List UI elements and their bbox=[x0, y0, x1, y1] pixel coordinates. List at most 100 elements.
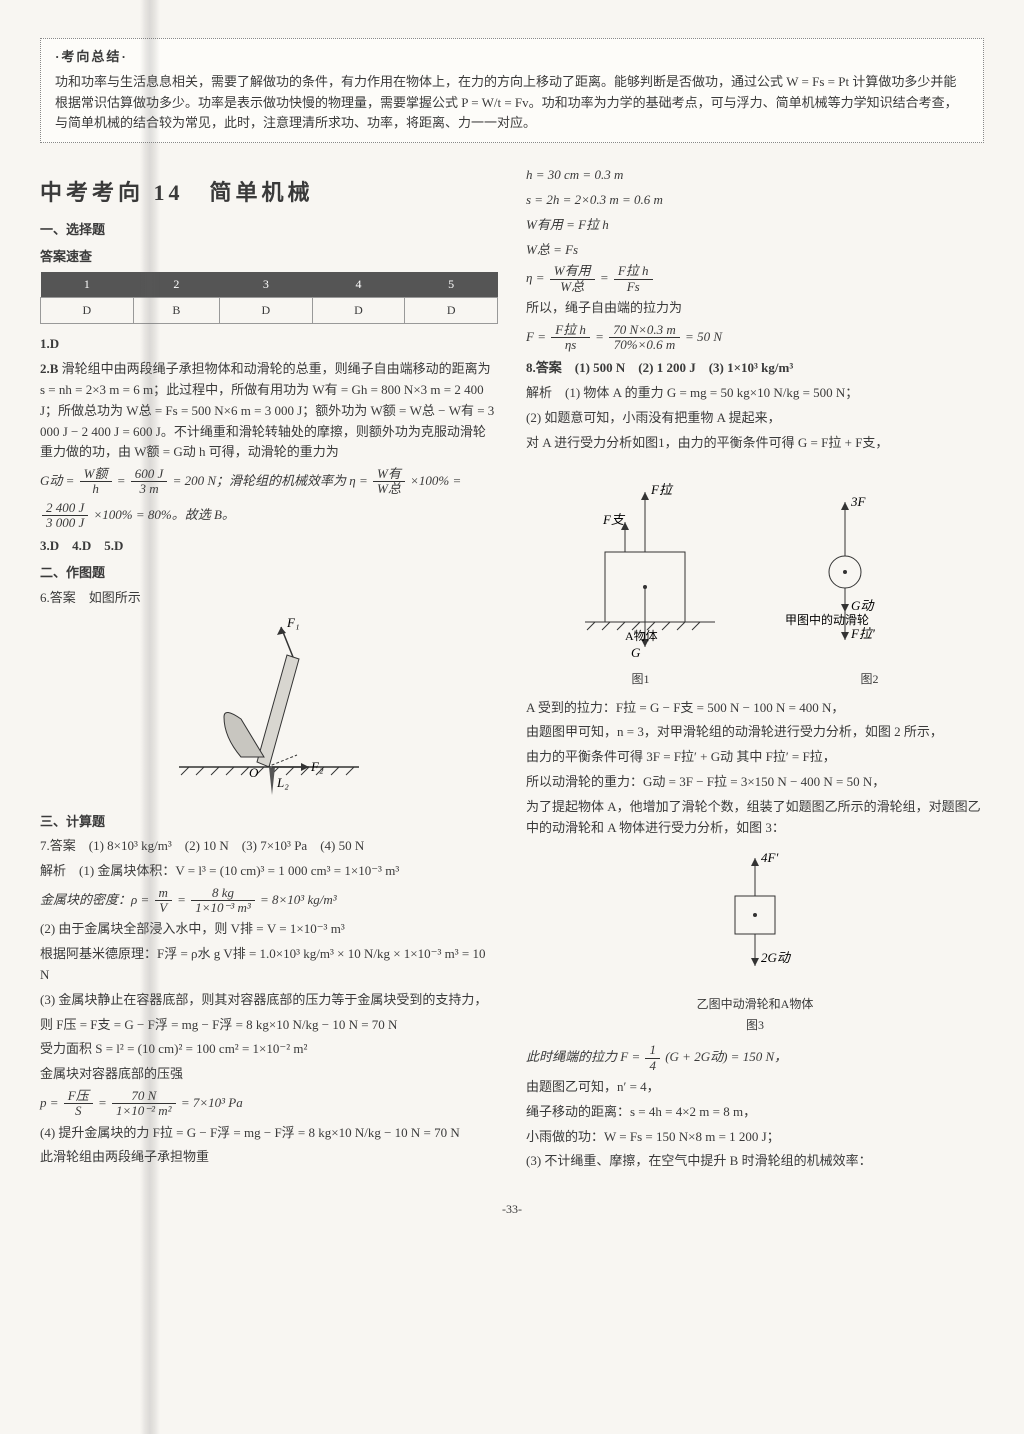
q1-label: 1.D bbox=[40, 334, 498, 355]
q7-l5: 则 F压 = F支 = G − F浮 = mg − F浮 = 8 kg×10 N… bbox=[40, 1015, 498, 1036]
sec2-hdr: 二、作图题 bbox=[40, 563, 498, 584]
q8-l8: 为了提起物体 A，他增加了滑轮个数，组装了如题图乙所示的滑轮组，对题图乙中的动滑… bbox=[526, 797, 984, 839]
frac-den: 1×10⁻² m² bbox=[112, 1104, 176, 1118]
q8-l12: 小雨做的功：W = Fs = 150 N×8 m = 1 200 J； bbox=[526, 1127, 984, 1148]
td5: D bbox=[405, 298, 498, 324]
fig1-Fsup: F支 bbox=[602, 512, 626, 527]
frac-num: 600 J bbox=[131, 467, 168, 482]
q8-l1: 解析 (1) 物体 A 的重力 G = mg = 50 kg×10 N/kg =… bbox=[526, 383, 984, 404]
q8-ans: 8.答案 (1) 500 N (2) 1 200 J (3) 1×10³ kg/… bbox=[526, 358, 984, 379]
q7-l2: (2) 由于金属块全部浸入水中，则 V排 = V = 1×10⁻³ m³ bbox=[40, 919, 498, 940]
eq-eq: = bbox=[600, 270, 609, 285]
sec1-hdr: 一、选择题 bbox=[40, 220, 498, 241]
fig2-Fp2: F拉′ bbox=[850, 626, 875, 641]
q7-l10: 此滑轮组由两段绳子承担物重 bbox=[40, 1147, 498, 1168]
q2-eq1-lhs: G动 = bbox=[40, 473, 74, 488]
frac-num: W额 bbox=[80, 467, 112, 482]
summary-body: 功和功率与生活息息相关，需要了解做功的条件，有力作用在物体上，在力的方向上移动了… bbox=[55, 72, 969, 134]
q8-l9: 此时绳端的拉力 F = 14 (G + 2G动) = 150 N， bbox=[526, 1043, 984, 1073]
fig2-pulleylabel: 甲图中的动滑轮 bbox=[785, 612, 869, 627]
frac-num: 70 N bbox=[112, 1089, 176, 1104]
frac-den: S bbox=[64, 1104, 93, 1118]
q2-eq2: 2 400 J 3 000 J ×100% = 80%。故选 B。 bbox=[40, 501, 498, 531]
frac-den: 3 m bbox=[131, 482, 168, 496]
frac-num: 2 400 J bbox=[42, 501, 88, 516]
q7-eq1: 金属块的密度：ρ = mV = 8 kg1×10⁻³ m³ = 8×10³ kg… bbox=[40, 886, 498, 916]
frac-num: F压 bbox=[64, 1089, 93, 1104]
q6-figure: F₁ O L₂ F₂ bbox=[40, 617, 498, 804]
frac-den: 1×10⁻³ m³ bbox=[191, 901, 255, 915]
frac-num: 1 bbox=[645, 1043, 660, 1058]
frac-den: 4 bbox=[645, 1059, 660, 1073]
q6: 6.答案 如图所示 bbox=[40, 588, 498, 609]
q2-eq1-rhs: = 200 N；滑轮组的机械效率为 η = bbox=[173, 473, 368, 488]
q7-eq3-tail: = 7×10³ Pa bbox=[181, 1095, 243, 1110]
left-column: 中考考向 14 简单机械 一、选择题 答案速查 1 2 3 4 5 D B D … bbox=[40, 161, 498, 1176]
frac-num: 70 N×0.3 m bbox=[609, 323, 680, 338]
q7-l4: (3) 金属块静止在容器底部，则其对容器底部的压力等于金属块受到的支持力， bbox=[40, 990, 498, 1011]
q8-l7: 所以动滑轮的重力：G动 = 3F − F拉 = 3×150 N − 400 N … bbox=[526, 772, 984, 793]
eq-eq: = bbox=[98, 1095, 107, 1110]
th5: 5 bbox=[405, 272, 498, 298]
q8-fig3: 4F′ 2G动 乙图中动滑轮和A物体 图3 bbox=[526, 846, 984, 1035]
th4: 4 bbox=[312, 272, 405, 298]
q2-eq1-tail: ×100% = bbox=[410, 473, 461, 488]
page-number: -33- bbox=[40, 1200, 984, 1219]
summary-title: ·考向总结· bbox=[55, 47, 969, 68]
td3: D bbox=[220, 298, 313, 324]
q8-l5: 由题图甲可知，n = 3，对甲滑轮组的动滑轮进行受力分析，如图 2 所示， bbox=[526, 722, 984, 743]
fig-O: O bbox=[249, 765, 259, 780]
fig2-cap: 图2 bbox=[860, 670, 878, 689]
fig1-G: G bbox=[631, 645, 641, 660]
eq-eq: = bbox=[177, 892, 186, 907]
q8-l2: (2) 如题意可知，小雨没有把重物 A 提起来， bbox=[526, 408, 984, 429]
frac-num: F拉 h bbox=[551, 323, 590, 338]
frac-den: ηs bbox=[551, 338, 590, 352]
r-then: 所以，绳子自由端的拉力为 bbox=[526, 298, 984, 319]
q345: 3.D 4.D 5.D bbox=[40, 536, 498, 557]
fig2-Gm: G动 bbox=[851, 598, 875, 613]
fig1-objlabel: A物体 bbox=[625, 629, 658, 643]
fig1-Fpull: F拉 bbox=[650, 482, 674, 497]
q8-l4: A 受到的拉力：F拉 = G − F支 = 500 N − 100 N = 40… bbox=[526, 698, 984, 719]
right-column: h = 30 cm = 0.3 m s = 2h = 2×0.3 m = 0.6… bbox=[526, 161, 984, 1176]
td2: B bbox=[133, 298, 219, 324]
td1: D bbox=[41, 298, 134, 324]
frac-num: 8 kg bbox=[191, 886, 255, 901]
frac-num: m bbox=[155, 886, 172, 901]
q8-l9a: 此时绳端的拉力 F = bbox=[526, 1049, 640, 1064]
r-F: F = F拉 hηs = 70 N×0.3 m70%×0.6 m = 50 N bbox=[526, 323, 984, 353]
fig-F1: F₁ bbox=[286, 617, 299, 630]
q8-l10: 由题图乙可知，n′ = 4， bbox=[526, 1077, 984, 1098]
frac-num: W有 bbox=[373, 467, 405, 482]
q8-l3: 对 A 进行受力分析如图1，由力的平衡条件可得 G = F拉 + F支， bbox=[526, 433, 984, 454]
q2-eq1: G动 = W额 h = 600 J 3 m = 200 N；滑轮组的机械效率为 … bbox=[40, 467, 498, 497]
q8-l6: 由力的平衡条件可得 3F = F拉′ + G动 其中 F拉′ = F拉， bbox=[526, 747, 984, 768]
th1: 1 bbox=[41, 272, 134, 298]
frac-den: W总 bbox=[550, 280, 595, 294]
r-eta: η = W有用W总 = F拉 hFs bbox=[526, 264, 984, 294]
q7-l0: 解析 (1) 金属块体积：V = l³ = (10 cm)³ = 1 000 c… bbox=[40, 861, 498, 882]
fig2-3F: 3F bbox=[850, 494, 867, 509]
q7-ans: 7.答案 (1) 8×10³ kg/m³ (2) 10 N (3) 7×10³ … bbox=[40, 836, 498, 857]
fig3-cap: 图3 bbox=[526, 1016, 984, 1035]
F-tail: = 50 N bbox=[685, 329, 722, 344]
q7-l3: 根据阿基米德原理：F浮 = ρ水 g V排 = 1.0×10³ kg/m³ × … bbox=[40, 944, 498, 986]
q7-eq1-tail: = 8×10³ kg/m³ bbox=[260, 892, 337, 907]
frac-den: 70%×0.6 m bbox=[609, 338, 680, 352]
sec1-subhdr: 答案速查 bbox=[40, 247, 498, 268]
answer-table: 1 2 3 4 5 D B D D D bbox=[40, 272, 498, 324]
q8-l13: (3) 不计绳重、摩擦，在空气中提升 B 时滑轮组的机械效率： bbox=[526, 1151, 984, 1172]
td4: D bbox=[312, 298, 405, 324]
q7-l6: 受力面积 S = l² = (10 cm)² = 100 cm² = 1×10⁻… bbox=[40, 1039, 498, 1060]
q2-label: 2.B bbox=[40, 361, 58, 376]
q7-l1: 金属块的密度：ρ = bbox=[40, 892, 149, 907]
eta-lhs: η = bbox=[526, 270, 544, 285]
frac-num: F拉 h bbox=[614, 264, 653, 279]
q8-l9b: (G + 2G动) = 150 N， bbox=[665, 1049, 787, 1064]
r-eq3: W有用 = F拉 h bbox=[526, 215, 984, 236]
fig3-2G: 2G动 bbox=[761, 950, 792, 965]
F-lhs: F = bbox=[526, 329, 546, 344]
q7-l8: p = bbox=[40, 1095, 59, 1110]
fig-L2: L₂ bbox=[276, 775, 289, 790]
